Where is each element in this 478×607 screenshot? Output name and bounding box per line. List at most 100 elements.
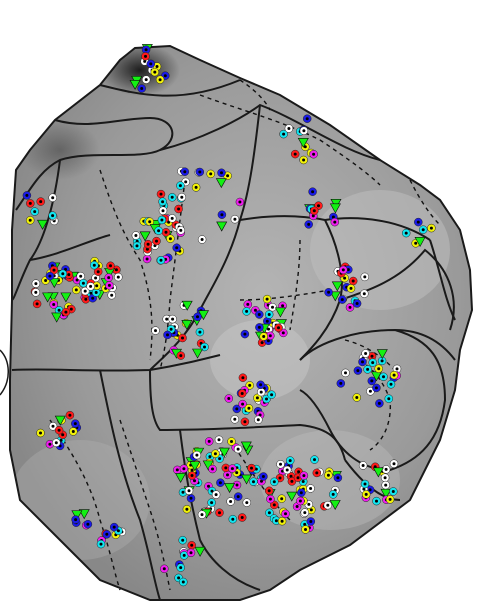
marker-center-dot [238,200,242,204]
marker-center-dot [368,389,372,393]
marker-center-dot [362,292,366,296]
green-triangle-marker [181,300,193,311]
green-triangle-marker [224,483,236,494]
marker-center-dot [227,397,231,400]
marker-center-dot [61,433,65,437]
marker-center-dot [248,383,252,387]
marker-center-dot [74,288,78,292]
marker-center-dot [51,196,55,200]
marker-center-dot [61,272,65,276]
green-triangle-marker [286,491,298,502]
left-edge-arc [0,349,9,396]
marker-center-dot [166,333,169,337]
marker-center-dot [25,193,29,197]
marker-center-dot [59,438,63,442]
marker-center-dot [96,270,100,274]
marker-center-dot [196,315,199,319]
marker-center-dot [299,491,303,495]
marker-center-dot [179,566,183,570]
green-triangle-marker [51,312,63,323]
marker-center-dot [421,228,425,232]
marker-center-dot [95,284,99,288]
marker-center-dot [218,481,222,485]
marker-center-dot [207,439,211,443]
green-triangle-marker [274,307,286,318]
marker-center-dot [282,132,286,136]
marker-center-dot [253,308,257,312]
marker-center-dot [404,231,408,235]
marker-center-dot [99,542,103,546]
marker-center-dot [171,317,175,321]
marker-center-dot [182,553,186,557]
marker-center-dot [89,291,93,295]
boundary-line [99,79,241,97]
marker-center-dot [181,336,184,340]
marker-center-dot [388,497,392,501]
marker-center-dot [182,467,186,471]
marker-center-dot [374,386,378,390]
green-triangle-marker [241,474,253,485]
green-triangle-marker [42,292,54,303]
marker-center-dot [179,354,183,358]
marker-center-dot [257,313,261,316]
marker-center-dot [309,508,313,512]
marker-center-dot [304,528,307,531]
marker-center-dot [279,462,282,466]
marker-center-dot [94,276,98,280]
marker-center-dot [175,246,179,250]
marker-center-dot [198,170,202,174]
marker-center-dot [241,376,245,380]
marker-center-dot [67,273,71,277]
marker-center-dot [181,538,185,542]
marker-center-dot [311,190,315,194]
marker-center-dot [375,499,378,503]
marker-center-dot [83,289,87,293]
marker-center-dot [217,438,221,442]
marker-center-dot [302,158,306,162]
marker-center-dot [285,468,289,472]
marker-center-dot [193,479,196,483]
dashed-line [49,419,121,591]
marker-center-dot [341,268,345,272]
marker-center-dot [267,489,271,493]
marker-center-dot [414,241,418,245]
boundary-line [11,159,61,301]
dashed-line [99,169,153,361]
marker-center-dot [377,401,381,405]
marker-center-dot [159,258,163,262]
marker-center-dot [105,532,109,536]
marker-center-dot [229,500,233,503]
marker-center-dot [145,257,149,261]
marker-center-dot [278,476,282,480]
marker-center-dot [195,453,199,457]
marker-center-dot [116,529,120,533]
marker-center-dot [259,390,263,394]
marker-center-dot [134,234,138,237]
marker-center-dot [395,367,399,371]
marker-center-dot [190,474,194,477]
marker-center-dot [272,503,276,507]
marker-center-dot [235,407,239,411]
marker-center-dot [267,313,271,316]
marker-center-dot [116,275,120,279]
marker-center-dot [289,474,293,478]
marker-center-dot [198,330,202,334]
marker-center-dot [145,247,149,251]
marker-center-dot [34,282,38,286]
marker-center-dot [245,501,249,505]
marker-center-dot [270,393,274,397]
marker-center-dot [189,551,193,555]
marker-center-dot [267,511,271,515]
marker-center-dot [48,442,52,446]
marker-center-dot [256,418,260,422]
marker-center-dot [235,471,239,475]
marker-center-dot [224,466,228,470]
marker-center-dot [190,543,194,547]
marker-center-dot [163,74,167,78]
marker-center-dot [416,220,420,224]
marker-center-dot [389,382,393,386]
marker-center-dot [361,360,364,364]
marker-center-dot [295,505,299,508]
marker-center-dot [266,339,270,343]
